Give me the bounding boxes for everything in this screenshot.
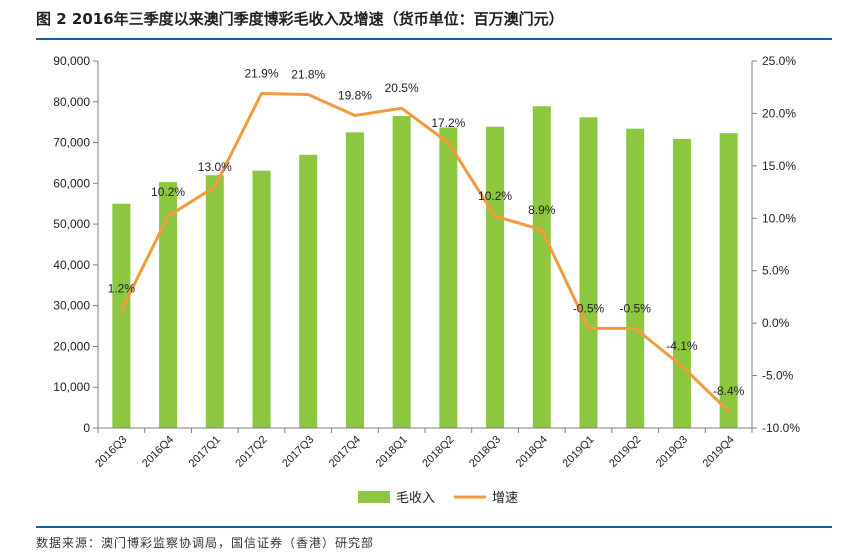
- x-tick-label: 2017Q2: [233, 434, 269, 470]
- growth-data-label: -0.5%: [573, 301, 605, 315]
- bar: [532, 106, 551, 428]
- x-tick-label: 2018Q2: [420, 434, 456, 470]
- combo-chart: 0 10,000 20,000 30,000 40,000 50,000 60,000 70,…: [53, 54, 800, 505]
- left-tick-label: 50,000: [53, 217, 90, 231]
- x-tick-label: 2019Q3: [654, 434, 690, 470]
- left-tick-label: 20,000: [53, 339, 90, 353]
- bar: [159, 182, 178, 428]
- x-tick-label: 2019Q2: [607, 434, 643, 470]
- growth-data-label: 10.2%: [478, 189, 512, 203]
- chart-title: 图 2 2016年三季度以来澳门季度博彩毛收入及增速（货币单位：百万澳门元）: [36, 10, 564, 28]
- bar-series: [112, 106, 738, 429]
- title-divider: [36, 38, 832, 40]
- growth-data-label: -8.4%: [713, 384, 745, 398]
- x-tick-label: 2018Q3: [467, 434, 503, 470]
- x-tick-label: 2017Q3: [280, 434, 316, 470]
- left-tick-label: 10,000: [53, 380, 90, 394]
- growth-data-label: 17.2%: [431, 116, 465, 130]
- growth-data-label: 8.9%: [528, 203, 556, 217]
- right-tick-label: 15.0%: [762, 159, 796, 173]
- bar: [345, 132, 364, 428]
- legend: 毛收入 增速: [358, 490, 518, 505]
- x-tick-label: 2019Q1: [560, 434, 596, 470]
- right-tick-label: 25.0%: [762, 54, 796, 68]
- right-tick-label: 5.0%: [762, 264, 790, 278]
- x-tick-label: 2016Q3: [93, 434, 129, 470]
- left-tick-label: 80,000: [53, 95, 90, 109]
- bar: [672, 138, 691, 428]
- bar: [205, 175, 224, 428]
- x-tick-label: 2019Q4: [701, 434, 737, 470]
- bar: [719, 133, 738, 428]
- left-tick-label: 30,000: [53, 299, 90, 313]
- source-note: 数据来源：澳门博彩监察协调局，国信证券（香港）研究部: [36, 536, 375, 550]
- bar: [392, 116, 411, 429]
- left-y-axis: 0 10,000 20,000 30,000 40,000 50,000 60,000 70,…: [53, 54, 99, 435]
- legend-bar-label: 毛收入: [396, 490, 435, 505]
- growth-data-label: 1.2%: [108, 282, 136, 296]
- legend-bar-swatch: [358, 491, 390, 503]
- left-tick-label: 40,000: [53, 258, 90, 272]
- bar: [439, 127, 458, 429]
- left-tick-label: 90,000: [53, 54, 90, 68]
- left-tick-label: 70,000: [53, 136, 90, 150]
- bar: [252, 170, 271, 429]
- line-series: 1.2% 10.2% 13.0% 21.9% 21.8% 19.8% 20.5% 17.2% 1…: [108, 67, 745, 413]
- growth-data-label: -0.5%: [620, 301, 652, 315]
- right-tick-label: -10.0%: [762, 421, 800, 435]
- right-tick-label: 10.0%: [762, 211, 796, 225]
- growth-line: [119, 92, 731, 413]
- footer-divider: [36, 526, 832, 528]
- bar: [626, 128, 645, 429]
- x-axis: 2016Q3 2016Q4 2017Q1 2017Q2 2017Q3 2017Q4 2018…: [93, 427, 753, 470]
- right-tick-label: 20.0%: [762, 106, 796, 120]
- right-tick-label: -5.0%: [762, 369, 794, 383]
- x-tick-label: 2017Q1: [187, 434, 223, 470]
- growth-data-label: 13.0%: [198, 160, 232, 174]
- legend-line-label: 增速: [492, 490, 518, 505]
- x-tick-label: 2017Q4: [327, 434, 363, 470]
- growth-data-label: 10.2%: [151, 185, 185, 199]
- x-tick-label: 2018Q4: [514, 434, 550, 470]
- x-tick-label: 2016Q4: [140, 434, 176, 470]
- left-tick-label: 0: [83, 421, 90, 435]
- bar: [112, 203, 131, 428]
- growth-data-label: 21.8%: [291, 68, 325, 82]
- x-tick-label: 2018Q1: [374, 434, 410, 470]
- left-tick-label: 60,000: [53, 176, 90, 190]
- growth-data-label: 19.8%: [338, 89, 372, 103]
- growth-data-label: 21.9%: [244, 67, 278, 81]
- bar: [486, 126, 505, 428]
- growth-data-label: 20.5%: [385, 81, 419, 95]
- bar: [579, 117, 598, 429]
- right-y-axis: -10.0% -5.0% 0.0% 5.0% 10.0% 15.0% 20.0% 25.0%: [751, 54, 800, 435]
- bar: [299, 154, 318, 429]
- growth-data-label: -4.1%: [666, 339, 698, 353]
- right-tick-label: 0.0%: [762, 316, 790, 330]
